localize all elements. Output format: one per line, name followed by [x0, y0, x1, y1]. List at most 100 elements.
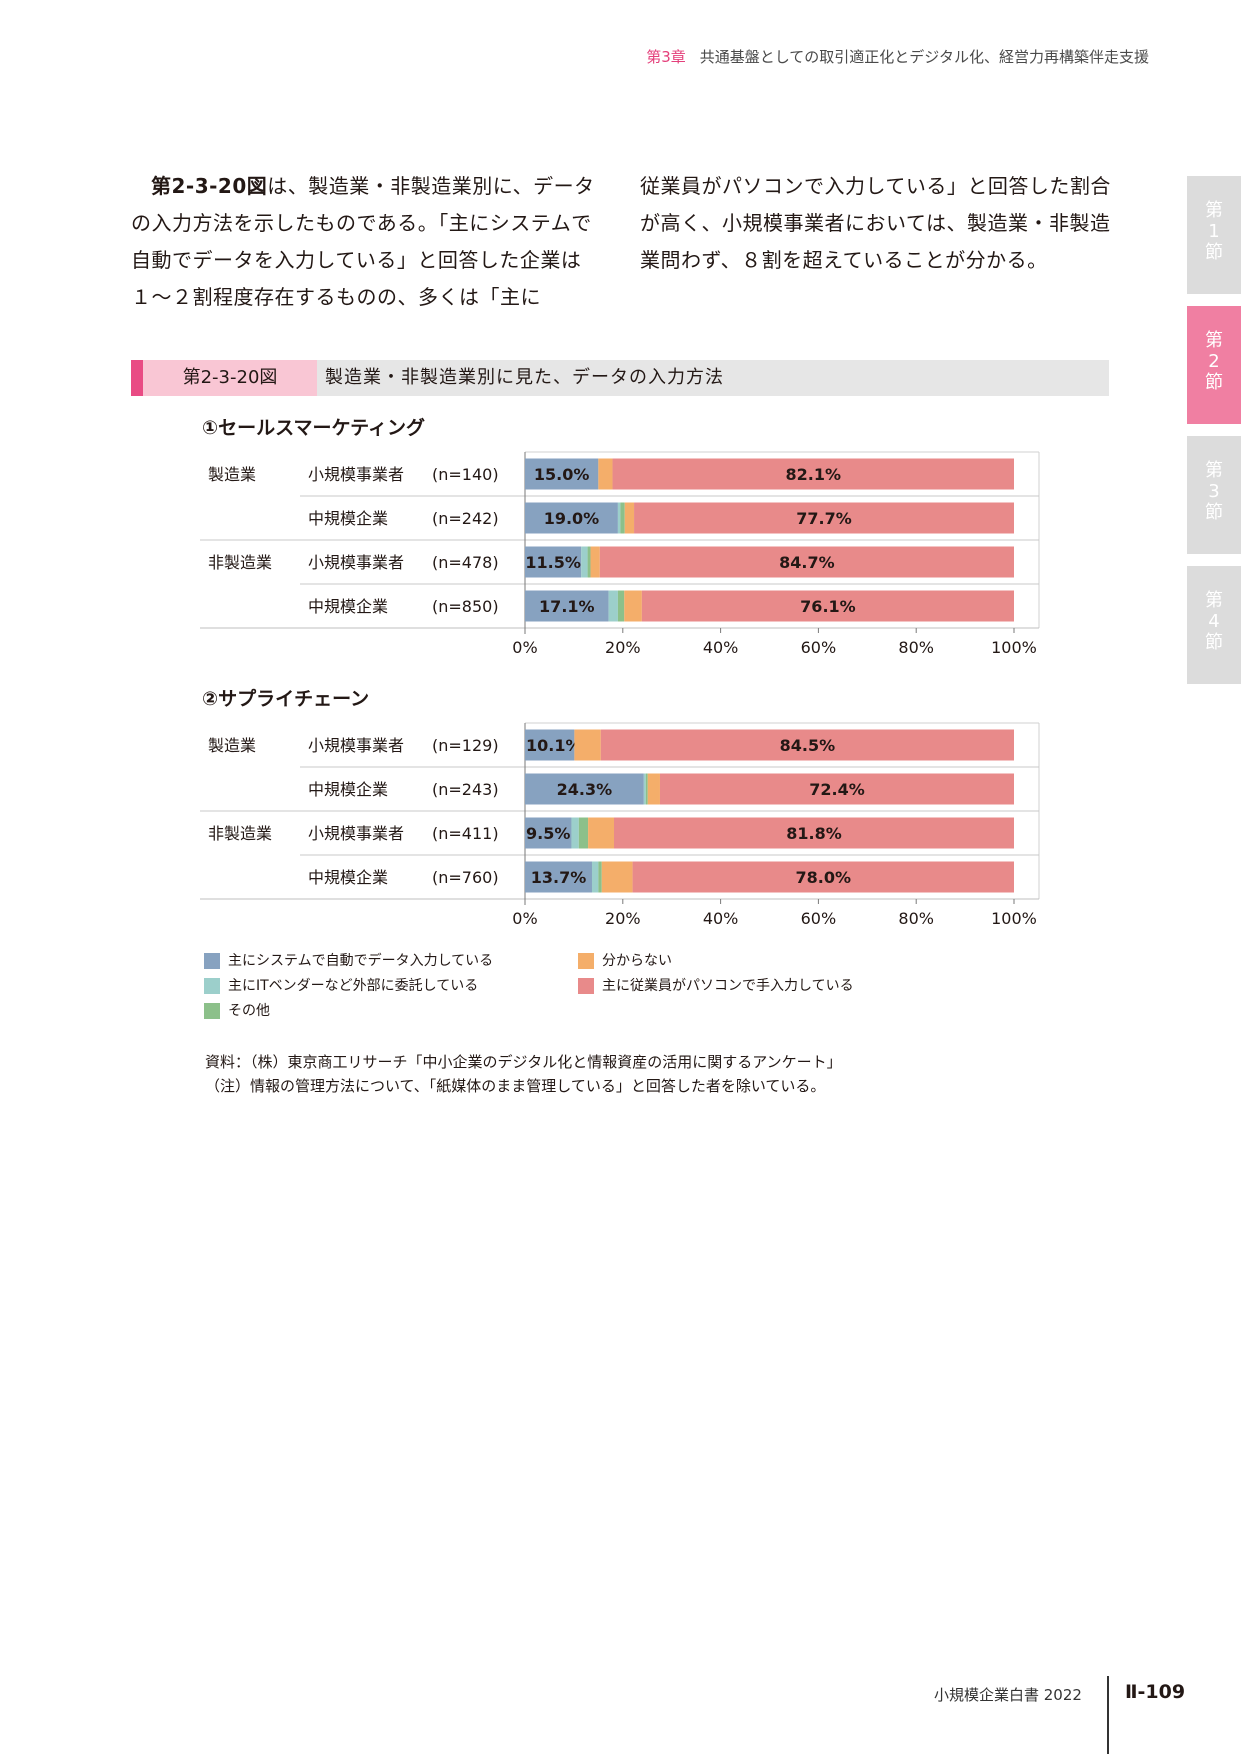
chart-2-x-tick-label: 40% — [703, 909, 739, 928]
chart-2-bar-segment-employee — [659, 773, 1014, 805]
chapter-title: 共通基盤としての取引適正化とデジタル化、経営力再構築伴走支援 — [699, 48, 1149, 66]
chart-1-data-label: 19.0% — [544, 509, 600, 528]
chart-2-bar-segment-other — [645, 773, 648, 805]
chart-1-bar-segment-other — [617, 590, 625, 622]
legend-swatch-employee — [578, 978, 594, 994]
chart-2-n-label: (n=243) — [432, 780, 499, 799]
chart-2-data-label: 84.5% — [780, 736, 836, 755]
chart-2-bar-segment-it-vendor — [643, 773, 646, 805]
section-tab-1-char-top: 第 — [1205, 200, 1223, 221]
section-tab-3-char-bottom: 節 — [1205, 502, 1223, 523]
chart-2-category-label: 中規模企業 — [308, 780, 388, 799]
chart-2-bar-segment-system — [525, 773, 644, 805]
footer-divider — [1107, 1676, 1109, 1754]
section-tab-4-number: 4 — [1208, 611, 1220, 632]
chart-2-category-label: 小規模事業者 — [308, 736, 404, 755]
chart-1-x-tick-label: 40% — [703, 638, 739, 657]
chart-1-bar-segment-it-vendor — [608, 590, 618, 622]
body-text-left-content: は、製造業・非製造業別に、データの入力方法を示したものである。「主にシステムで自… — [131, 174, 595, 309]
chart-2-bar-segment-unknown — [647, 773, 660, 805]
chart-1-group-label: 非製造業 — [208, 553, 272, 572]
chart-1-data-label: 17.1% — [539, 597, 595, 616]
legend-label-employee: 主に従業員がパソコンで手入力している — [602, 978, 854, 994]
legend-item-unknown: 分からない — [578, 953, 672, 969]
chart-2-category-label: 中規模企業 — [308, 868, 388, 887]
chart-1-bar-segment-system — [525, 590, 609, 622]
chart-2-bar-segment-system — [525, 861, 592, 893]
section-tab-2-number: 2 — [1208, 351, 1220, 372]
figure-reference: 第2-3-20図 — [151, 174, 268, 198]
chart-2-data-label: 10.1% — [526, 736, 582, 755]
chart-1-bar-segment-system — [525, 546, 582, 578]
chart-1-data-label: 84.7% — [779, 553, 835, 572]
chart-1-data-label: 76.1% — [800, 597, 856, 616]
chart-1-category-label: 中規模企業 — [308, 509, 388, 528]
running-header: 第3章 共通基盤としての取引適正化とデジタル化、経営力再構築伴走支援 — [646, 46, 1149, 67]
chart-2-x-tick-label: 100% — [991, 909, 1037, 928]
chart-2-bar-segment-it-vendor — [591, 861, 599, 893]
chart-2-group-label: 非製造業 — [208, 824, 272, 843]
chart-2-data-label: 24.3% — [557, 780, 613, 799]
chart-1-bar-segment-employee — [612, 458, 1014, 490]
legend-item-employee: 主に従業員がパソコンで手入力している — [578, 978, 854, 994]
legend-label-system: 主にシステムで自動でデータ入力している — [228, 953, 494, 969]
section-tab-2-char-bottom: 節 — [1205, 372, 1223, 393]
legend-item-it-vendor: 主にITベンダーなど外部に委託している — [204, 978, 478, 994]
chart-1-x-tick-label: 80% — [898, 638, 934, 657]
chart-2-data-label: 9.5% — [526, 824, 570, 843]
figure-title: 製造業・非製造業別に見た、データの入力方法 — [325, 367, 724, 388]
chart-1-x-tick-label: 60% — [801, 638, 837, 657]
legend-item-other: その他 — [204, 1003, 270, 1019]
footer-book-title: 小規模企業白書 2022 — [934, 1686, 1082, 1704]
chart-2-bar-segment-other — [578, 817, 589, 849]
chart-1-x-tick-label: 100% — [991, 638, 1037, 657]
body-text-left: 第2-3-20図は、製造業・非製造業別に、データの入力方法を示したものである。「… — [131, 168, 599, 316]
chart-2-data-label: 13.7% — [531, 868, 587, 887]
chart-1-n-label: (n=478) — [432, 553, 499, 572]
chart-1-data-label: 15.0% — [534, 465, 590, 484]
chart-1-n-label: (n=242) — [432, 509, 499, 528]
chart-2-title: ②サプライチェーン — [202, 688, 370, 710]
source-note: 資料：（株）東京商工リサーチ「中小企業のデジタル化と情報資産の活用に関するアンケ… — [205, 1053, 842, 1071]
chart-1-bar-segment-employee — [641, 590, 1014, 622]
chart-2-data-label: 78.0% — [796, 868, 852, 887]
section-tab-3[interactable]: 第 3 節 — [1187, 436, 1241, 554]
chart-2-bar-segment-employee — [632, 861, 1014, 893]
figure-title-accent — [131, 360, 143, 396]
legend-label-other: その他 — [228, 1003, 270, 1019]
chart-2-x-tick-label: 60% — [801, 909, 837, 928]
chart-2-group-label: 製造業 — [208, 736, 256, 755]
section-tab-4-char-bottom: 節 — [1205, 632, 1223, 653]
chart-2-x-tick-label: 0% — [512, 909, 537, 928]
chart-2-n-label: (n=129) — [432, 736, 499, 755]
chart-2-n-label: (n=760) — [432, 868, 499, 887]
chart-1-bar-segment-system — [525, 502, 618, 534]
chart-1-n-label: (n=140) — [432, 465, 499, 484]
chart-1-bar-segment-unknown — [598, 458, 613, 490]
legend-swatch-system — [204, 953, 220, 969]
chart-1-bar-segment-other — [587, 546, 591, 578]
chart-1-bar-segment-system — [525, 458, 599, 490]
chart-2-bar-segment-employee — [613, 817, 1014, 849]
chart-2-bar-segment-unknown — [574, 729, 601, 761]
chart-1-n-label: (n=850) — [432, 597, 499, 616]
section-tab-2[interactable]: 第 2 節 — [1187, 306, 1241, 424]
section-tab-1[interactable]: 第 1 節 — [1187, 176, 1241, 294]
chart-1-bar-segment-employee — [634, 502, 1014, 534]
chart-2-category-label: 小規模事業者 — [308, 824, 404, 843]
chart-2-data-label: 72.4% — [809, 780, 865, 799]
chart-1-bar-segment-unknown — [590, 546, 600, 578]
chart-1-data-label: 77.7% — [796, 509, 852, 528]
chart-2-data-label: 81.8% — [786, 824, 842, 843]
chart-2-x-tick-label: 20% — [605, 909, 641, 928]
chart-1-x-tick-label: 20% — [605, 638, 641, 657]
legend-swatch-other — [204, 1003, 220, 1019]
chart-1-category-label: 中規模企業 — [308, 597, 388, 616]
chart-1-bar-segment-it-vendor — [581, 546, 588, 578]
section-tab-4[interactable]: 第 4 節 — [1187, 566, 1241, 684]
chart-1-bar-segment-other — [620, 502, 625, 534]
section-tab-3-number: 3 — [1208, 481, 1220, 502]
chart-1-group-label: 製造業 — [208, 465, 256, 484]
footnote: （注）情報の管理方法について、「紙媒体のまま管理している」と回答した者を除いてい… — [205, 1077, 826, 1095]
